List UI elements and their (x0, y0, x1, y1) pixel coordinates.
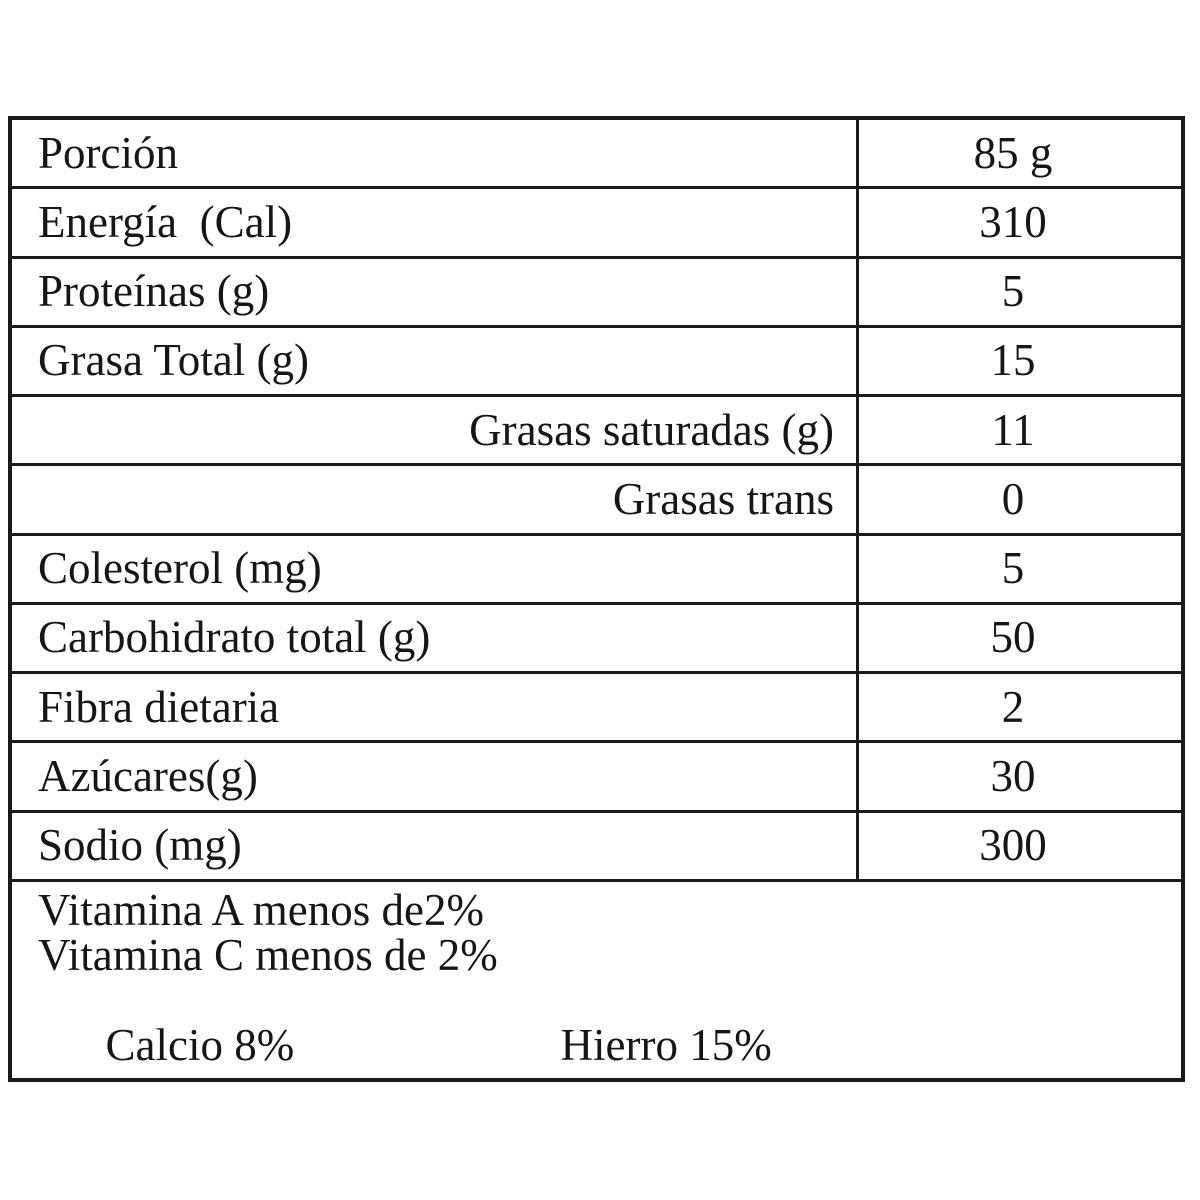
nutrient-value: 50 (856, 604, 1181, 672)
table-row: Colesterol (mg) 5 (12, 535, 1181, 605)
table-row: Grasa Total (g) 15 (12, 327, 1181, 398)
calcium-text: Calcio 8% (105, 1020, 295, 1070)
table-row: Azúcares(g) 30 (12, 743, 1181, 813)
iron-text: Hierro 15% (560, 1020, 772, 1070)
nutrient-value: 5 (856, 535, 1181, 602)
table-row: Grasas trans 0 (12, 466, 1181, 536)
nutrient-label: Colesterol (mg) (38, 543, 322, 594)
nutrient-label: Carbohidrato total (g) (38, 612, 431, 663)
table-footer: Vitamina A menos de2% Vitamina C menos d… (12, 882, 1181, 1078)
table-row: Sodio (mg) 300 (12, 812, 1181, 882)
table-row: Proteínas (g) 5 (12, 258, 1181, 328)
nutrient-value: 15 (856, 327, 1181, 395)
table-row: Carbohidrato total (g) 50 (12, 604, 1181, 675)
table-row: Fibra dietaria 2 (12, 674, 1181, 744)
nutrient-value: 300 (856, 812, 1181, 879)
nutrient-label: Grasa Total (g) (38, 335, 309, 386)
nutrient-label: Proteínas (g) (38, 266, 270, 317)
nutrient-label: Fibra dietaria (38, 681, 280, 732)
vitamin-a-line: Vitamina A menos de2% (38, 885, 484, 935)
nutrient-label: Azúcares(g) (38, 751, 258, 802)
nutrient-value: 310 (856, 189, 1181, 256)
table-body: Porción 85 g Energía (Cal) 310 Proteínas… (12, 120, 1181, 882)
nutrient-label: Sodio (mg) (38, 820, 242, 871)
nutrient-label: Grasas trans (612, 473, 834, 524)
minerals-line: Calcio 8% Hierro 15% (38, 978, 1181, 1113)
nutrient-value: 30 (856, 743, 1181, 810)
nutrient-value: 2 (856, 674, 1181, 741)
nutrient-label: Grasas saturadas (g) (469, 404, 834, 455)
nutrient-value: 85 g (856, 120, 1181, 187)
nutrient-label: Porción (38, 127, 178, 178)
table-row: Energía (Cal) 310 (12, 189, 1181, 259)
nutrition-facts-table: Porción 85 g Energía (Cal) 310 Proteínas… (8, 116, 1185, 1082)
nutrient-value: 11 (856, 397, 1181, 464)
nutrient-value: 5 (856, 258, 1181, 325)
nutrient-label: Energía (Cal) (38, 196, 293, 247)
table-row: Porción 85 g (12, 120, 1181, 190)
nutrient-value: 0 (856, 466, 1181, 533)
table-row: Grasas saturadas (g) 11 (12, 397, 1181, 467)
vitamin-c-line: Vitamina C menos de 2% (38, 930, 498, 980)
